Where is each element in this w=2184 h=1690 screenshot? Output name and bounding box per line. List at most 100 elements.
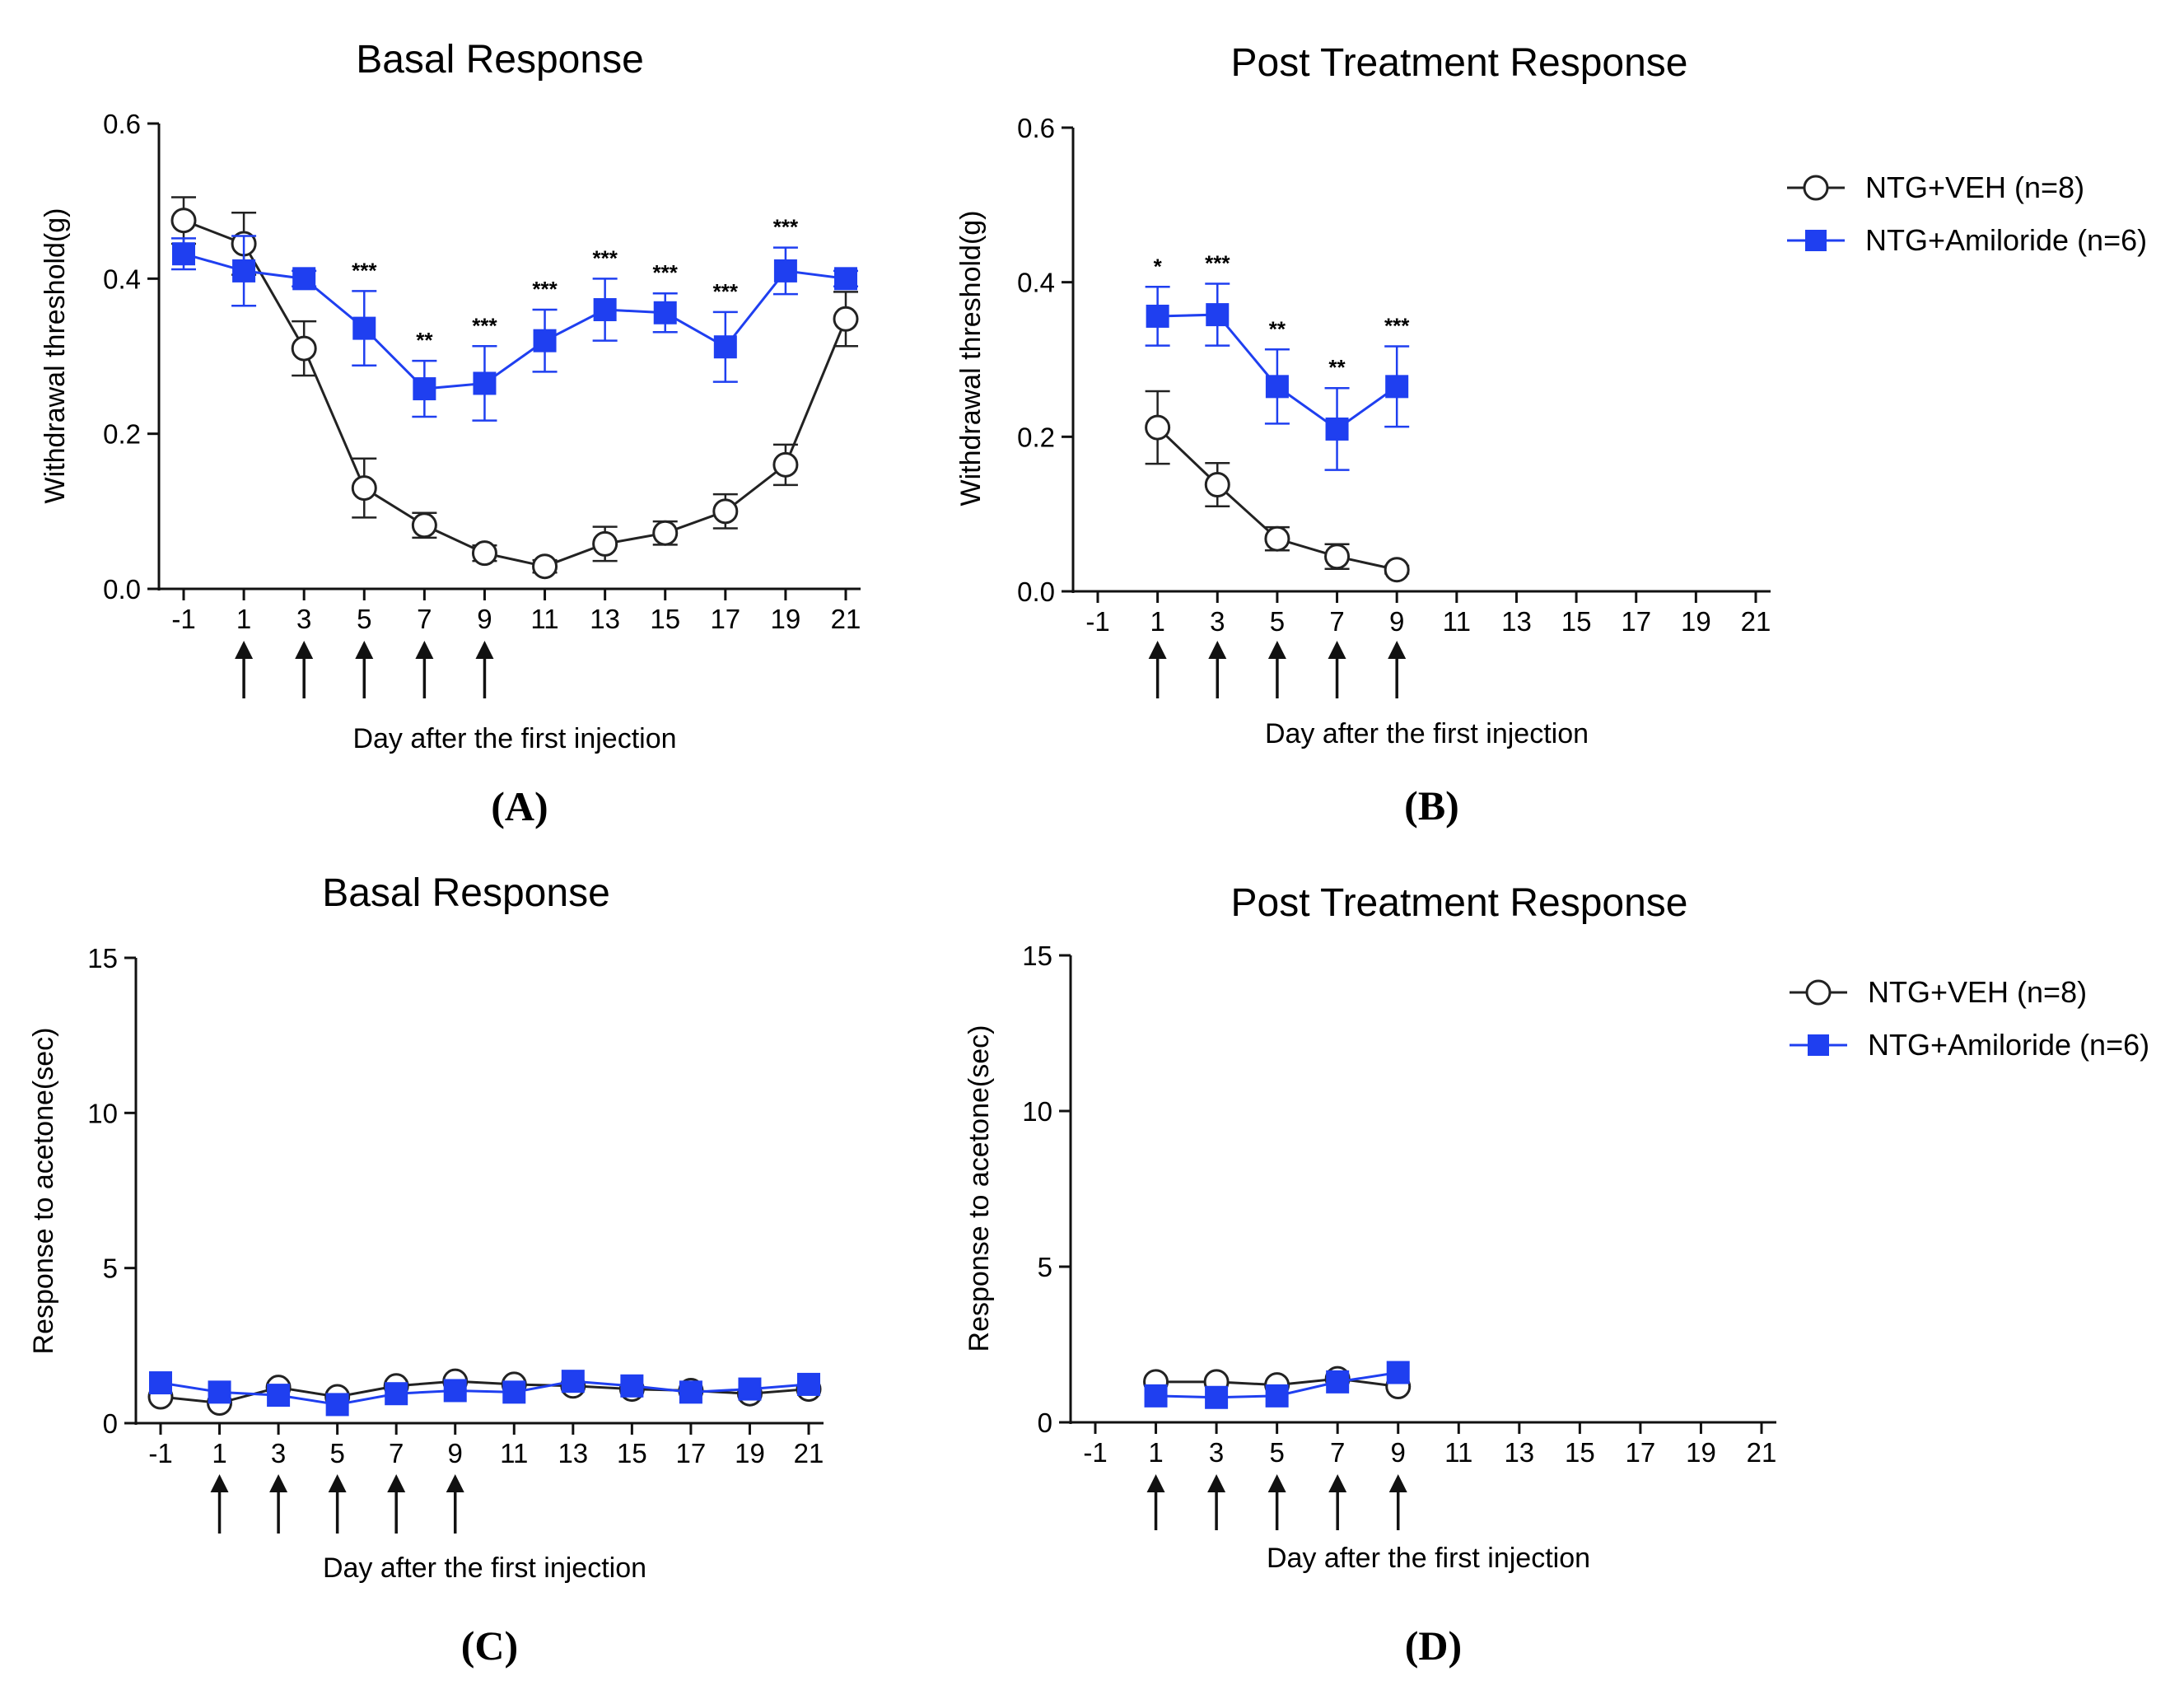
legend-entry: NTG+VEH (n=8) [1787, 170, 2084, 204]
injection-arrow [210, 1474, 229, 1534]
injection-arrow [387, 1474, 406, 1534]
x-tick-label: 5 [1269, 1437, 1284, 1468]
x-tick-label: -1 [1083, 1437, 1107, 1468]
injection-arrow [1388, 641, 1407, 698]
data-point-veh [833, 306, 859, 332]
y-tick-label: 0.6 [1017, 113, 1055, 143]
arrow-head [1267, 1474, 1286, 1492]
data-point-veh [351, 475, 377, 502]
data-point-amiloride [834, 267, 857, 291]
data-point-amiloride [1386, 1361, 1410, 1384]
x-tick-label: 11 [1443, 606, 1471, 637]
x-axis-label: Day after the first injection [323, 1552, 646, 1584]
significance-marker: * [1154, 254, 1163, 278]
arrow-head [1388, 641, 1407, 659]
significance-marker: *** [352, 258, 377, 282]
series-amiloride [149, 1370, 820, 1417]
data-point-veh [592, 530, 618, 557]
legend-marker-square [1808, 1034, 1829, 1056]
x-tick-label: 17 [1621, 606, 1651, 637]
data-point-veh [471, 540, 497, 567]
injection-arrow [355, 641, 374, 698]
significance-marker: *** [592, 245, 618, 270]
data-point-amiloride [620, 1374, 644, 1398]
y-tick-label: 0.2 [1017, 422, 1055, 452]
data-point-amiloride [1385, 375, 1409, 399]
x-tick-label: 19 [1686, 1437, 1716, 1468]
data-point-veh [532, 553, 558, 580]
chart-title: Basal Response [322, 871, 610, 915]
x-axis-label: Day after the first injection [352, 723, 676, 754]
data-point-amiloride [1326, 1370, 1350, 1394]
legend-marker-square [1805, 230, 1827, 251]
arrow-head [387, 1474, 406, 1492]
data-point-amiloride [385, 1382, 408, 1406]
y-axis-label: Response to acetone(sec) [964, 1025, 995, 1352]
significance-marker: *** [1384, 314, 1410, 338]
data-point-amiloride [1325, 417, 1349, 441]
x-tick-label: 7 [1330, 1437, 1345, 1468]
y-tick-label: 10 [87, 1098, 118, 1128]
x-tick-label: 17 [676, 1438, 707, 1468]
x-tick-label: 3 [1210, 606, 1225, 637]
series-amiloride [171, 235, 858, 422]
legend-label: NTG+VEH (n=8) [1868, 975, 2087, 1009]
y-axis-label: Withdrawal threshold(g) [955, 210, 987, 506]
series-veh [1145, 390, 1410, 583]
y-tick-label: 5 [103, 1253, 118, 1284]
injection-arrow [415, 641, 434, 698]
x-tick-label: 19 [735, 1438, 765, 1468]
data-point-amiloride [533, 329, 557, 352]
injection-arrow [1207, 1474, 1226, 1530]
significance-marker: ** [1328, 355, 1346, 380]
y-axis-label: Response to acetone(sec) [28, 1028, 59, 1355]
y-tick-label: 15 [1022, 941, 1052, 971]
x-tick-label: 1 [212, 1438, 226, 1468]
x-tick-label: 7 [417, 604, 432, 634]
panel-label: (C) [461, 1622, 518, 1669]
arrow-head [1146, 1474, 1165, 1492]
y-tick-label: 0 [1038, 1408, 1052, 1438]
y-tick-label: 0.2 [103, 419, 141, 450]
data-point-amiloride [172, 242, 195, 266]
data-point-amiloride [292, 267, 316, 291]
data-point-veh [1204, 472, 1230, 498]
x-tick-label: 7 [389, 1438, 404, 1468]
x-tick-label: -1 [1085, 606, 1109, 637]
series-veh [170, 196, 859, 580]
x-tick-label: 17 [710, 604, 740, 634]
significance-marker: ** [1269, 316, 1286, 341]
data-point-amiloride [713, 335, 737, 359]
arrow-head [1328, 1474, 1347, 1492]
data-point-amiloride [561, 1370, 585, 1394]
y-tick-label: 0.4 [1017, 268, 1055, 298]
arrow-head [1328, 641, 1346, 659]
data-point-veh [712, 498, 739, 525]
legend-label: NTG+VEH (n=8) [1865, 170, 2084, 204]
injection-arrow [1146, 1474, 1165, 1530]
data-point-amiloride [797, 1372, 820, 1396]
arrow-head [475, 641, 494, 659]
chart-title: Post Treatment Response [1231, 41, 1688, 85]
data-point-veh [1264, 525, 1290, 552]
x-tick-label: 3 [271, 1438, 286, 1468]
injection-arrow [328, 1474, 347, 1534]
significance-marker: ** [416, 328, 433, 352]
data-point-amiloride [208, 1380, 231, 1404]
arrow-head [355, 641, 374, 659]
x-tick-label: 13 [1504, 1437, 1534, 1468]
x-tick-label: 9 [1391, 1437, 1406, 1468]
data-point-amiloride [1146, 304, 1169, 328]
series-line [183, 252, 847, 390]
data-point-amiloride [352, 316, 376, 340]
data-point-amiloride [1205, 1385, 1229, 1409]
data-point-amiloride [149, 1371, 172, 1395]
significance-marker: *** [532, 277, 558, 301]
x-tick-label: 3 [296, 604, 311, 634]
significance-marker: *** [472, 313, 497, 338]
arrow-head [269, 1474, 288, 1492]
x-tick-label: 13 [590, 604, 620, 634]
data-point-amiloride [1265, 1384, 1289, 1408]
